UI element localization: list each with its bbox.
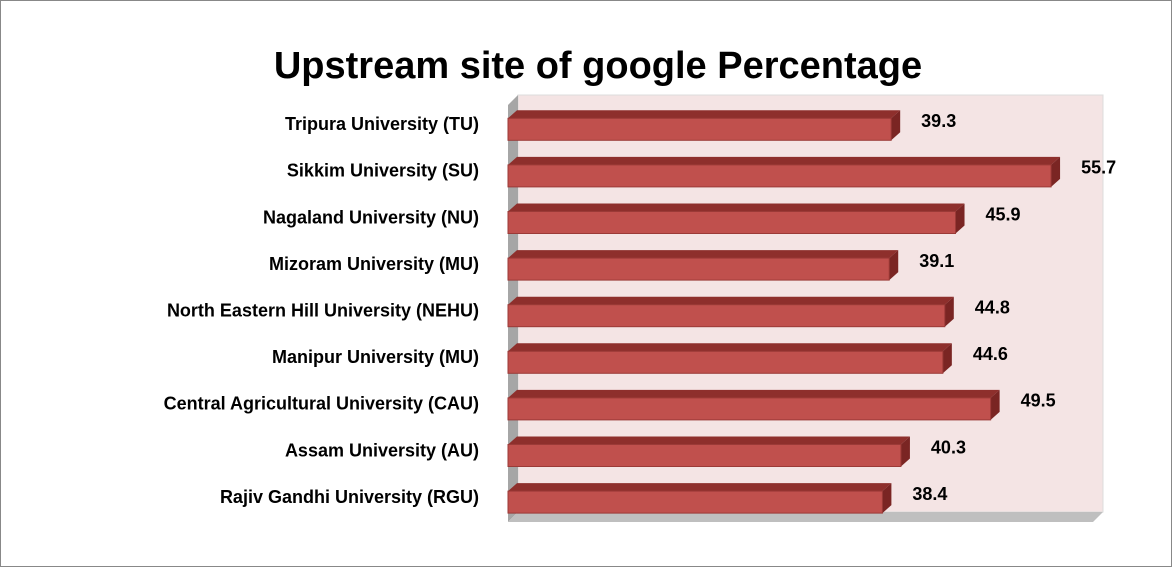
bar-front <box>507 304 946 328</box>
bar <box>507 343 952 374</box>
bar <box>507 436 910 467</box>
y-tick-label: Mizoram University (MU) <box>269 254 479 274</box>
bar-top <box>508 296 954 305</box>
floor <box>508 512 1103 522</box>
data-label: 39.3 <box>921 111 956 131</box>
y-tick-label: Assam University (AU) <box>285 440 479 460</box>
bar <box>507 156 1061 188</box>
bar-side <box>891 110 901 141</box>
data-label: 45.9 <box>986 204 1021 224</box>
bar-top <box>508 156 1061 165</box>
bar-front <box>507 117 892 141</box>
data-label: 39.1 <box>919 251 954 271</box>
bar-side <box>900 436 910 467</box>
bar-top <box>508 203 965 212</box>
bar-side <box>944 296 954 327</box>
bar-top <box>508 389 1000 398</box>
bar-side <box>990 389 1000 420</box>
bar <box>507 296 954 328</box>
bar-top <box>508 436 910 445</box>
bar-side <box>955 203 965 234</box>
y-tick-label: Sikkim University (SU) <box>287 161 479 181</box>
data-label: 38.4 <box>912 484 947 504</box>
bar-top <box>508 250 899 259</box>
bar <box>507 389 1000 421</box>
bar-side <box>942 343 952 374</box>
y-tick-label: Manipur University (MU) <box>272 347 479 367</box>
data-label: 44.8 <box>975 297 1010 317</box>
y-tick-label: Central Agricultural University (CAU) <box>164 394 479 414</box>
bar-top <box>508 110 901 119</box>
bar-front <box>507 490 883 514</box>
bar-front <box>507 350 944 374</box>
y-tick-label: Tripura University (TU) <box>285 114 479 134</box>
chart-title: Upstream site of google Percentage <box>274 45 922 87</box>
bar-front <box>507 444 902 467</box>
bar-side <box>889 250 899 281</box>
bar-top <box>508 483 892 492</box>
bar-front <box>507 257 890 281</box>
data-label: 44.6 <box>973 344 1008 364</box>
bar <box>507 203 965 234</box>
bar-front <box>507 211 957 234</box>
bar <box>507 483 892 514</box>
data-label: 55.7 <box>1081 158 1116 178</box>
bar-front <box>507 397 992 421</box>
y-tick-label: Rajiv Gandhi University (RGU) <box>220 487 479 507</box>
bar <box>507 110 901 141</box>
bar <box>507 250 899 281</box>
y-tick-label: Nagaland University (NU) <box>263 207 479 227</box>
data-label: 40.3 <box>931 437 966 457</box>
bar-side <box>1051 156 1061 187</box>
bar-side <box>882 483 892 514</box>
bar-top <box>508 343 952 352</box>
data-label: 49.5 <box>1021 391 1056 411</box>
y-tick-label: North Eastern Hill University (NEHU) <box>167 300 479 320</box>
bar-front <box>507 164 1052 188</box>
